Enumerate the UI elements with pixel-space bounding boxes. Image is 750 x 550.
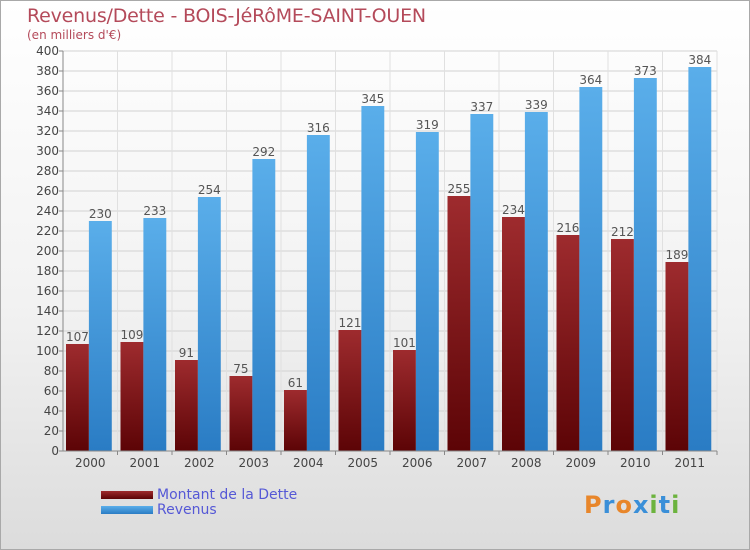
value-label: 109 <box>120 328 143 342</box>
chart-subtitle: (en milliers d'€) <box>27 28 122 42</box>
x-tick-label: 2005 <box>347 456 378 470</box>
value-label: 212 <box>611 225 634 239</box>
value-label: 61 <box>288 376 303 390</box>
value-label: 364 <box>579 73 602 87</box>
x-tick-label: 2006 <box>402 456 433 470</box>
value-label: 91 <box>179 346 194 360</box>
y-tick-label: 60 <box>44 384 59 398</box>
bar-dette <box>393 350 416 451</box>
bar-revenus <box>579 87 603 451</box>
bar-dette <box>120 342 144 451</box>
legend-item-dette: Montant de la Dette <box>101 486 298 503</box>
value-label: 233 <box>143 204 166 218</box>
x-tick-label: 2002 <box>184 456 215 470</box>
bar-revenus <box>688 67 712 451</box>
bar-revenus <box>470 114 494 451</box>
bar-revenus <box>143 218 167 451</box>
bar-dette <box>284 390 307 451</box>
legend-item-revenus: Revenus <box>101 501 297 518</box>
value-label: 230 <box>89 207 112 221</box>
bar-dette <box>66 344 89 451</box>
y-tick-label: 160 <box>36 284 59 298</box>
bars: 107 230 109 233 91 254 75 292 61 316 121 345 101 319 2… <box>66 53 711 451</box>
y-tick-label: 240 <box>36 204 59 218</box>
bar-dette <box>665 262 689 451</box>
y-tick-label: 20 <box>44 424 59 438</box>
value-label: 255 <box>447 182 470 196</box>
value-label: 234 <box>502 203 525 217</box>
y-tick-label: 200 <box>36 244 59 258</box>
value-label: 345 <box>361 92 384 106</box>
y-tick-label: 280 <box>36 164 59 178</box>
bar-revenus <box>88 221 112 451</box>
y-tick-label: 320 <box>36 124 59 138</box>
bar-dette <box>502 217 525 451</box>
bar-revenus <box>306 135 330 451</box>
bar-dette <box>175 360 198 451</box>
bar-revenus <box>415 132 439 451</box>
value-label: 107 <box>66 330 89 344</box>
value-label: 337 <box>470 100 493 114</box>
value-label: 254 <box>198 183 221 197</box>
x-tick-label: 2010 <box>620 456 651 470</box>
y-tick-label: 380 <box>36 64 59 78</box>
value-label: 101 <box>393 336 416 350</box>
x-tick-label: 2003 <box>238 456 269 470</box>
x-tick-label: 2007 <box>456 456 487 470</box>
legend-swatch-dette <box>101 490 153 499</box>
value-label: 319 <box>416 118 439 132</box>
bar-dette <box>611 239 634 451</box>
bar-revenus <box>361 106 385 451</box>
y-tick-label: 40 <box>44 404 59 418</box>
y-tick-label: 220 <box>36 224 59 238</box>
value-label: 316 <box>307 121 330 135</box>
y-tick-label: 0 <box>51 444 59 458</box>
y-tick-label: 100 <box>36 344 59 358</box>
legend-label-dette: Montant de la Dette <box>157 486 298 503</box>
value-label: 373 <box>634 64 657 78</box>
bar-dette <box>229 376 253 451</box>
legend-swatch-revenus <box>101 505 153 514</box>
proxiti-logo: Proxiti <box>584 491 681 519</box>
y-tick-label: 140 <box>36 304 59 318</box>
bar-revenus <box>524 112 548 451</box>
y-tick-label: 300 <box>36 144 59 158</box>
y-tick-label: 360 <box>36 84 59 98</box>
x-tick-label: 2001 <box>129 456 160 470</box>
y-tick-label: 260 <box>36 184 59 198</box>
y-tick-label: 120 <box>36 324 59 338</box>
bar-revenus <box>252 159 276 451</box>
value-label: 216 <box>556 221 579 235</box>
value-label: 339 <box>525 98 548 112</box>
x-axis: 2000 2001 2002 2003 2004 2005 2006 2007 2008 2009… <box>63 450 718 470</box>
x-tick-label: 2009 <box>565 456 596 470</box>
y-tick-label: 80 <box>44 364 59 378</box>
x-tick-label: 2011 <box>674 456 705 470</box>
y-tick-label: 180 <box>36 264 59 278</box>
value-label: 292 <box>252 145 275 159</box>
bar-dette <box>447 196 471 451</box>
value-label: 384 <box>688 53 711 67</box>
x-tick-label: 2004 <box>293 456 324 470</box>
bar-revenus <box>633 78 657 451</box>
x-tick-label: 2008 <box>511 456 542 470</box>
value-label: 121 <box>338 316 361 330</box>
bar-revenus <box>197 197 221 451</box>
legend-label-revenus: Revenus <box>157 501 217 518</box>
bar-dette <box>556 235 580 451</box>
bar-dette <box>338 330 362 451</box>
chart-title: Revenus/Dette - BOIS-JéRôME-SAINT-OUEN <box>27 5 426 27</box>
y-axis: 0 20 40 60 80 100 120 140 160 180 200 220 240 260 280 3… <box>36 44 64 458</box>
value-label: 75 <box>233 362 248 376</box>
value-label: 189 <box>665 248 688 262</box>
y-tick-label: 340 <box>36 104 59 118</box>
x-tick-label: 2000 <box>75 456 106 470</box>
legend: Montant de la Dette Revenus <box>101 486 298 518</box>
y-tick-label: 400 <box>36 44 59 58</box>
